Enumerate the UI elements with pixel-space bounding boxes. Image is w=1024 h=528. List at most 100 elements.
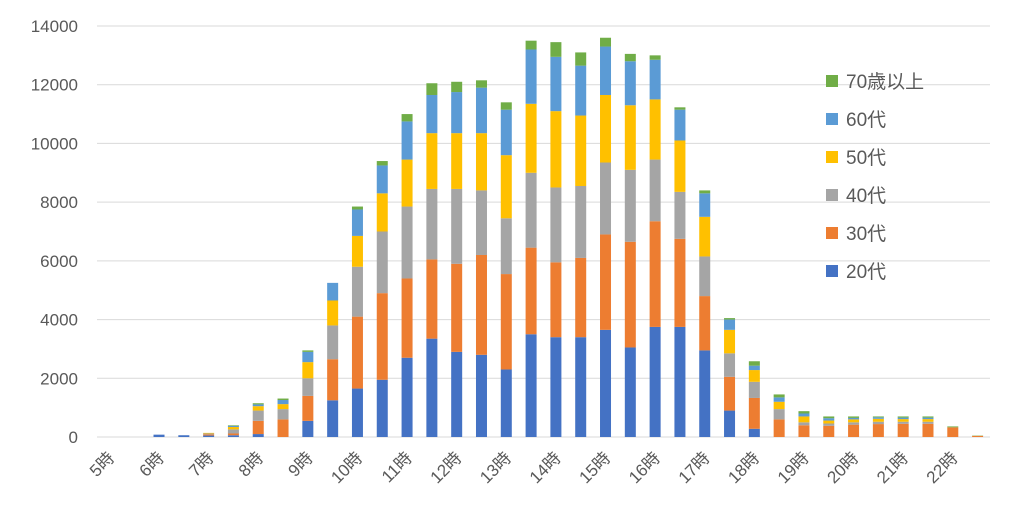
bar-segment [377,161,388,165]
bar-segment [451,189,462,264]
bar-segment [352,389,363,437]
bar-stack [724,318,735,437]
bar-segment [476,80,487,87]
bar-segment [575,186,586,258]
legend-label: 30代 [846,223,886,245]
bar-stack [302,350,313,437]
bar-segment [674,107,685,109]
bar-segment [402,278,413,357]
bar-segment [724,318,735,319]
bar-segment [699,217,710,257]
bar-stack [526,41,537,437]
bar-segment [699,190,710,193]
bar-segment [501,110,512,156]
bar-stack [922,416,933,437]
legend-swatch [826,227,838,239]
bar-segment [600,95,611,163]
bar-stack [947,426,958,437]
bar-segment [550,187,561,262]
bar-segment [650,160,661,222]
bar-segment [749,361,760,365]
bar-segment [625,242,636,348]
bar-stack [749,361,760,437]
bar-segment [526,104,537,173]
bar-segment [600,163,611,235]
bar-stack [451,82,462,437]
bar-segment [451,133,462,189]
bar-segment [352,317,363,389]
bar-segment [377,380,388,437]
bar-stack [178,435,189,437]
bar-segment [476,133,487,190]
bar-segment [154,435,165,437]
bar-segment [798,414,809,417]
bar-segment [426,189,437,259]
bar-segment [774,397,785,401]
bar-segment [278,404,289,409]
bar-segment [377,193,388,231]
bar-segment [327,400,338,437]
bar-segment [302,362,313,378]
bar-segment [898,422,909,424]
bar-segment [501,155,512,218]
bar-stack [972,436,983,437]
bar-segment [724,377,735,411]
bar-stack [575,52,586,437]
bar-segment [575,258,586,337]
bar-stack [327,283,338,437]
legend-item: 50代 [826,147,886,169]
bar-segment [203,433,214,434]
x-tick-label: 12時 [427,448,466,487]
bar-segment [650,327,661,437]
x-tick-label: 20時 [824,448,863,487]
bar-segment [898,418,909,419]
x-tick-label: 19時 [774,448,813,487]
bar-stack [278,399,289,437]
legend-label: 50代 [846,147,886,169]
bar-segment [228,433,239,435]
bar-segment [972,436,983,437]
y-tick-label: 8000 [40,193,78,212]
bar-segment [476,88,487,134]
bar-segment [922,424,933,437]
bar-segment [600,330,611,437]
bar-segment [327,300,338,325]
bar-segment [526,49,537,103]
x-tick-label: 6時 [136,448,168,480]
bar-segment [253,406,264,410]
bar-stack [203,433,214,437]
y-tick-label: 4000 [40,311,78,330]
bar-segment [203,434,214,435]
bar-segment [476,190,487,255]
bar-segment [253,434,264,437]
bar-stack [625,54,636,437]
bar-segment [451,82,462,92]
bar-segment [526,248,537,335]
bar-segment [476,255,487,355]
bar-stack [402,114,413,437]
bar-segment [798,422,809,425]
bar-segment [228,427,239,429]
legend-swatch [826,151,838,163]
bar-segment [575,116,586,186]
bar-segment [625,170,636,242]
bar-segment [550,57,561,111]
bar-segment [278,400,289,404]
bar-stack [377,161,388,437]
x-tick-label: 15時 [576,448,615,487]
legend-swatch [826,113,838,125]
bar-segment [625,54,636,61]
bar-segment [674,192,685,239]
bar-segment [650,55,661,59]
bar-segment [402,121,413,159]
bar-segment [848,418,859,419]
bar-segment [823,426,834,437]
bar-segment [823,421,834,424]
bar-segment [674,110,685,141]
bar-segment [823,423,834,425]
bar-segment [377,293,388,380]
bar-segment [922,419,933,422]
